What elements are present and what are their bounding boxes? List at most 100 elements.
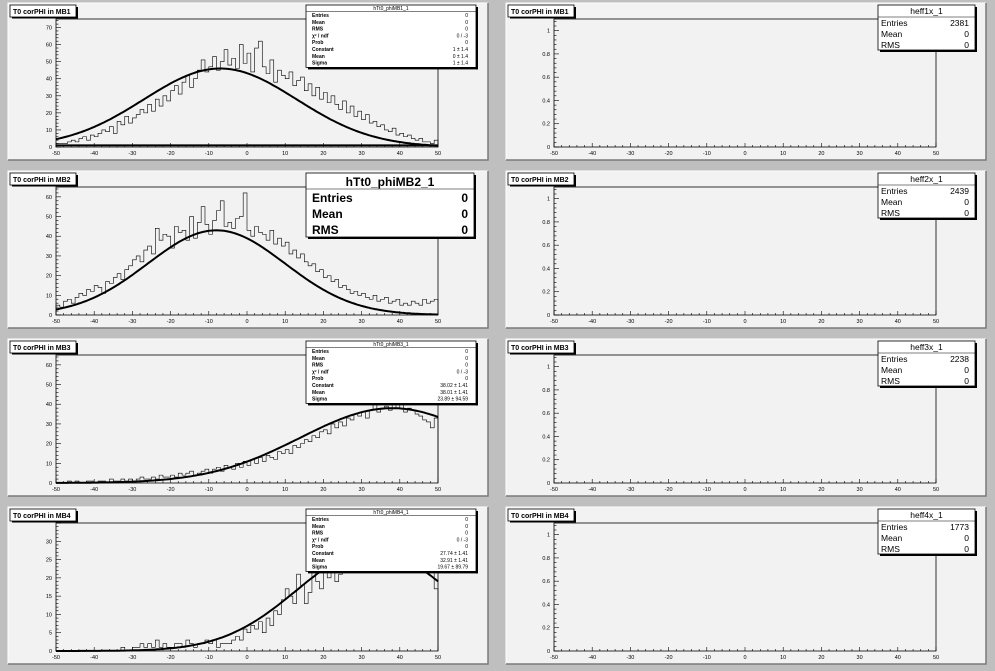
y-tick-label: 0.2	[542, 458, 550, 464]
x-tick-label: 20	[320, 319, 326, 325]
stats-title: hTt0_phiMB2_1	[346, 175, 435, 189]
pad-2: T0 corPHI in MB1-50 -40 -30 -20 -10 0 10 20 30 40…	[505, 2, 987, 161]
y-tick-label: 0	[49, 313, 52, 319]
x-tick-label: 0	[743, 487, 746, 493]
pad-bevel-dark	[8, 3, 489, 161]
pad-5: T0 corPHI in MB3 -50 -40 -30 -20 -10 0 10 20 30 40…	[7, 338, 489, 497]
y-tick-label: 1	[547, 197, 550, 203]
stats-box: hTt0_phiMB1_1 Entries 0 Mean 0 RMS 0 χ² / ndf 0 …	[305, 4, 478, 70]
histogram	[56, 401, 439, 484]
y-tick-label: 0.8	[542, 220, 550, 226]
x-tick-label: 40	[895, 655, 901, 661]
pad-bevel-dark	[506, 171, 987, 329]
y-tick-label: 0.4	[542, 602, 550, 608]
y-tick-label: 1	[547, 533, 550, 539]
y-tick-label: 0	[49, 649, 52, 655]
pad-title: T0 corPHI in MB3	[511, 345, 569, 352]
pad-bevel-light	[7, 338, 488, 496]
y-tick-label: 0	[49, 481, 52, 487]
stats-title: heff2x_1	[910, 174, 943, 184]
stats-title: hTt0_phiMB1_1	[373, 6, 409, 12]
x-tick-label: 30	[359, 487, 365, 493]
stats-value: 0	[465, 40, 468, 46]
y-axis: 0 0.2 0.4 0.6 0.8 1	[542, 21, 559, 151]
x-tick-label: -30	[128, 319, 136, 325]
stats-label: χ² / ndf	[312, 537, 329, 543]
x-tick-label: -40	[588, 655, 596, 661]
stats-value: 0	[461, 207, 468, 221]
x-tick-label: 50	[435, 151, 441, 157]
pad-title-box: T0 corPHI in MB1	[9, 4, 78, 19]
x-tick-label: 30	[857, 151, 863, 157]
stats-value: 0	[964, 365, 969, 375]
pad-title-box: T0 corPHI in MB2	[507, 172, 576, 187]
x-tick-label: -40	[90, 655, 98, 661]
y-tick-label: 20	[46, 111, 52, 117]
y-tick-label: 20	[46, 274, 52, 280]
stats-label: Mean	[881, 365, 903, 375]
stats-value: 0	[964, 533, 969, 543]
stats-value: 0 / -3	[457, 537, 469, 543]
x-tick-label: -30	[128, 655, 136, 661]
stats-label: Entries	[312, 13, 329, 19]
pad-6: T0 corPHI in MB3-50 -40 -30 -20 -10 0 10 20 30 40…	[505, 338, 987, 497]
stats-value: 0	[964, 544, 969, 554]
pad-bevel-dark	[8, 507, 489, 665]
histogram	[55, 40, 439, 147]
x-tick-label: 50	[933, 319, 939, 325]
x-tick-label: -10	[205, 487, 213, 493]
y-tick-label: 1	[547, 29, 550, 35]
stats-title: heff4x_1	[910, 510, 943, 520]
stats-label: Constant	[312, 383, 334, 389]
x-tick-label: -50	[52, 319, 60, 325]
stats-label: Mean	[312, 558, 325, 564]
x-tick-label: 20	[818, 487, 824, 493]
y-tick-label: 0.6	[542, 579, 550, 585]
pad-bevel-light	[505, 338, 986, 496]
x-tick-label: -30	[128, 487, 136, 493]
pad-title: T0 corPHI in MB1	[13, 9, 71, 16]
stats-label: Mean	[312, 207, 343, 221]
stats-title: heff1x_1	[910, 6, 943, 16]
stats-value: 1773	[950, 522, 969, 532]
y-tick-label: 15	[46, 594, 52, 600]
y-tick-label: 30	[46, 422, 52, 428]
y-tick-label: 0.6	[542, 75, 550, 81]
stats-label: Entries	[881, 354, 907, 364]
y-tick-label: 1	[547, 365, 550, 371]
stats-label: RMS	[312, 27, 324, 33]
x-tick-label: 10	[282, 655, 288, 661]
y-tick-label: 30	[46, 94, 52, 100]
stats-value: 0	[465, 544, 468, 550]
y-axis: 0 10 20 30 40 50 60 70	[46, 20, 61, 151]
pad-title-box: T0 corPHI in MB2	[9, 172, 78, 187]
y-tick-label: 0.2	[542, 626, 550, 632]
y-tick-label: 0.2	[542, 122, 550, 128]
x-tick-label: 20	[818, 151, 824, 157]
x-tick-label: -20	[665, 151, 673, 157]
y-tick-label: 0.4	[542, 266, 550, 272]
y-tick-label: 0.6	[542, 243, 550, 249]
stats-label: Entries	[881, 186, 907, 196]
y-tick-label: 0.4	[542, 434, 550, 440]
x-tick-label: 30	[359, 319, 365, 325]
stats-label: Entries	[881, 18, 907, 28]
x-tick-label: 0	[743, 151, 746, 157]
x-axis: -50 -40 -30 -20 -10 0 10 20 30 40 50	[550, 143, 939, 157]
x-tick-label: 30	[359, 151, 365, 157]
stats-label: Mean	[881, 533, 903, 543]
stats-value: 2439	[950, 186, 969, 196]
stats-value: 1 ± 1.4	[453, 47, 468, 53]
x-tick-label: 40	[397, 319, 403, 325]
x-tick-label: 40	[397, 487, 403, 493]
x-tick-label: 10	[282, 319, 288, 325]
x-tick-label: 20	[818, 319, 824, 325]
x-axis: -50 -40 -30 -20 -10 0 10 20 30 40 50	[52, 311, 441, 325]
pad-bevel-light	[7, 170, 488, 328]
y-axis: 0 10 20 30 40 50 60	[46, 356, 61, 487]
x-tick-label: -20	[167, 319, 175, 325]
stats-label: Entries	[312, 191, 353, 205]
y-axis: 0 0.2 0.4 0.6 0.8 1	[542, 525, 559, 655]
